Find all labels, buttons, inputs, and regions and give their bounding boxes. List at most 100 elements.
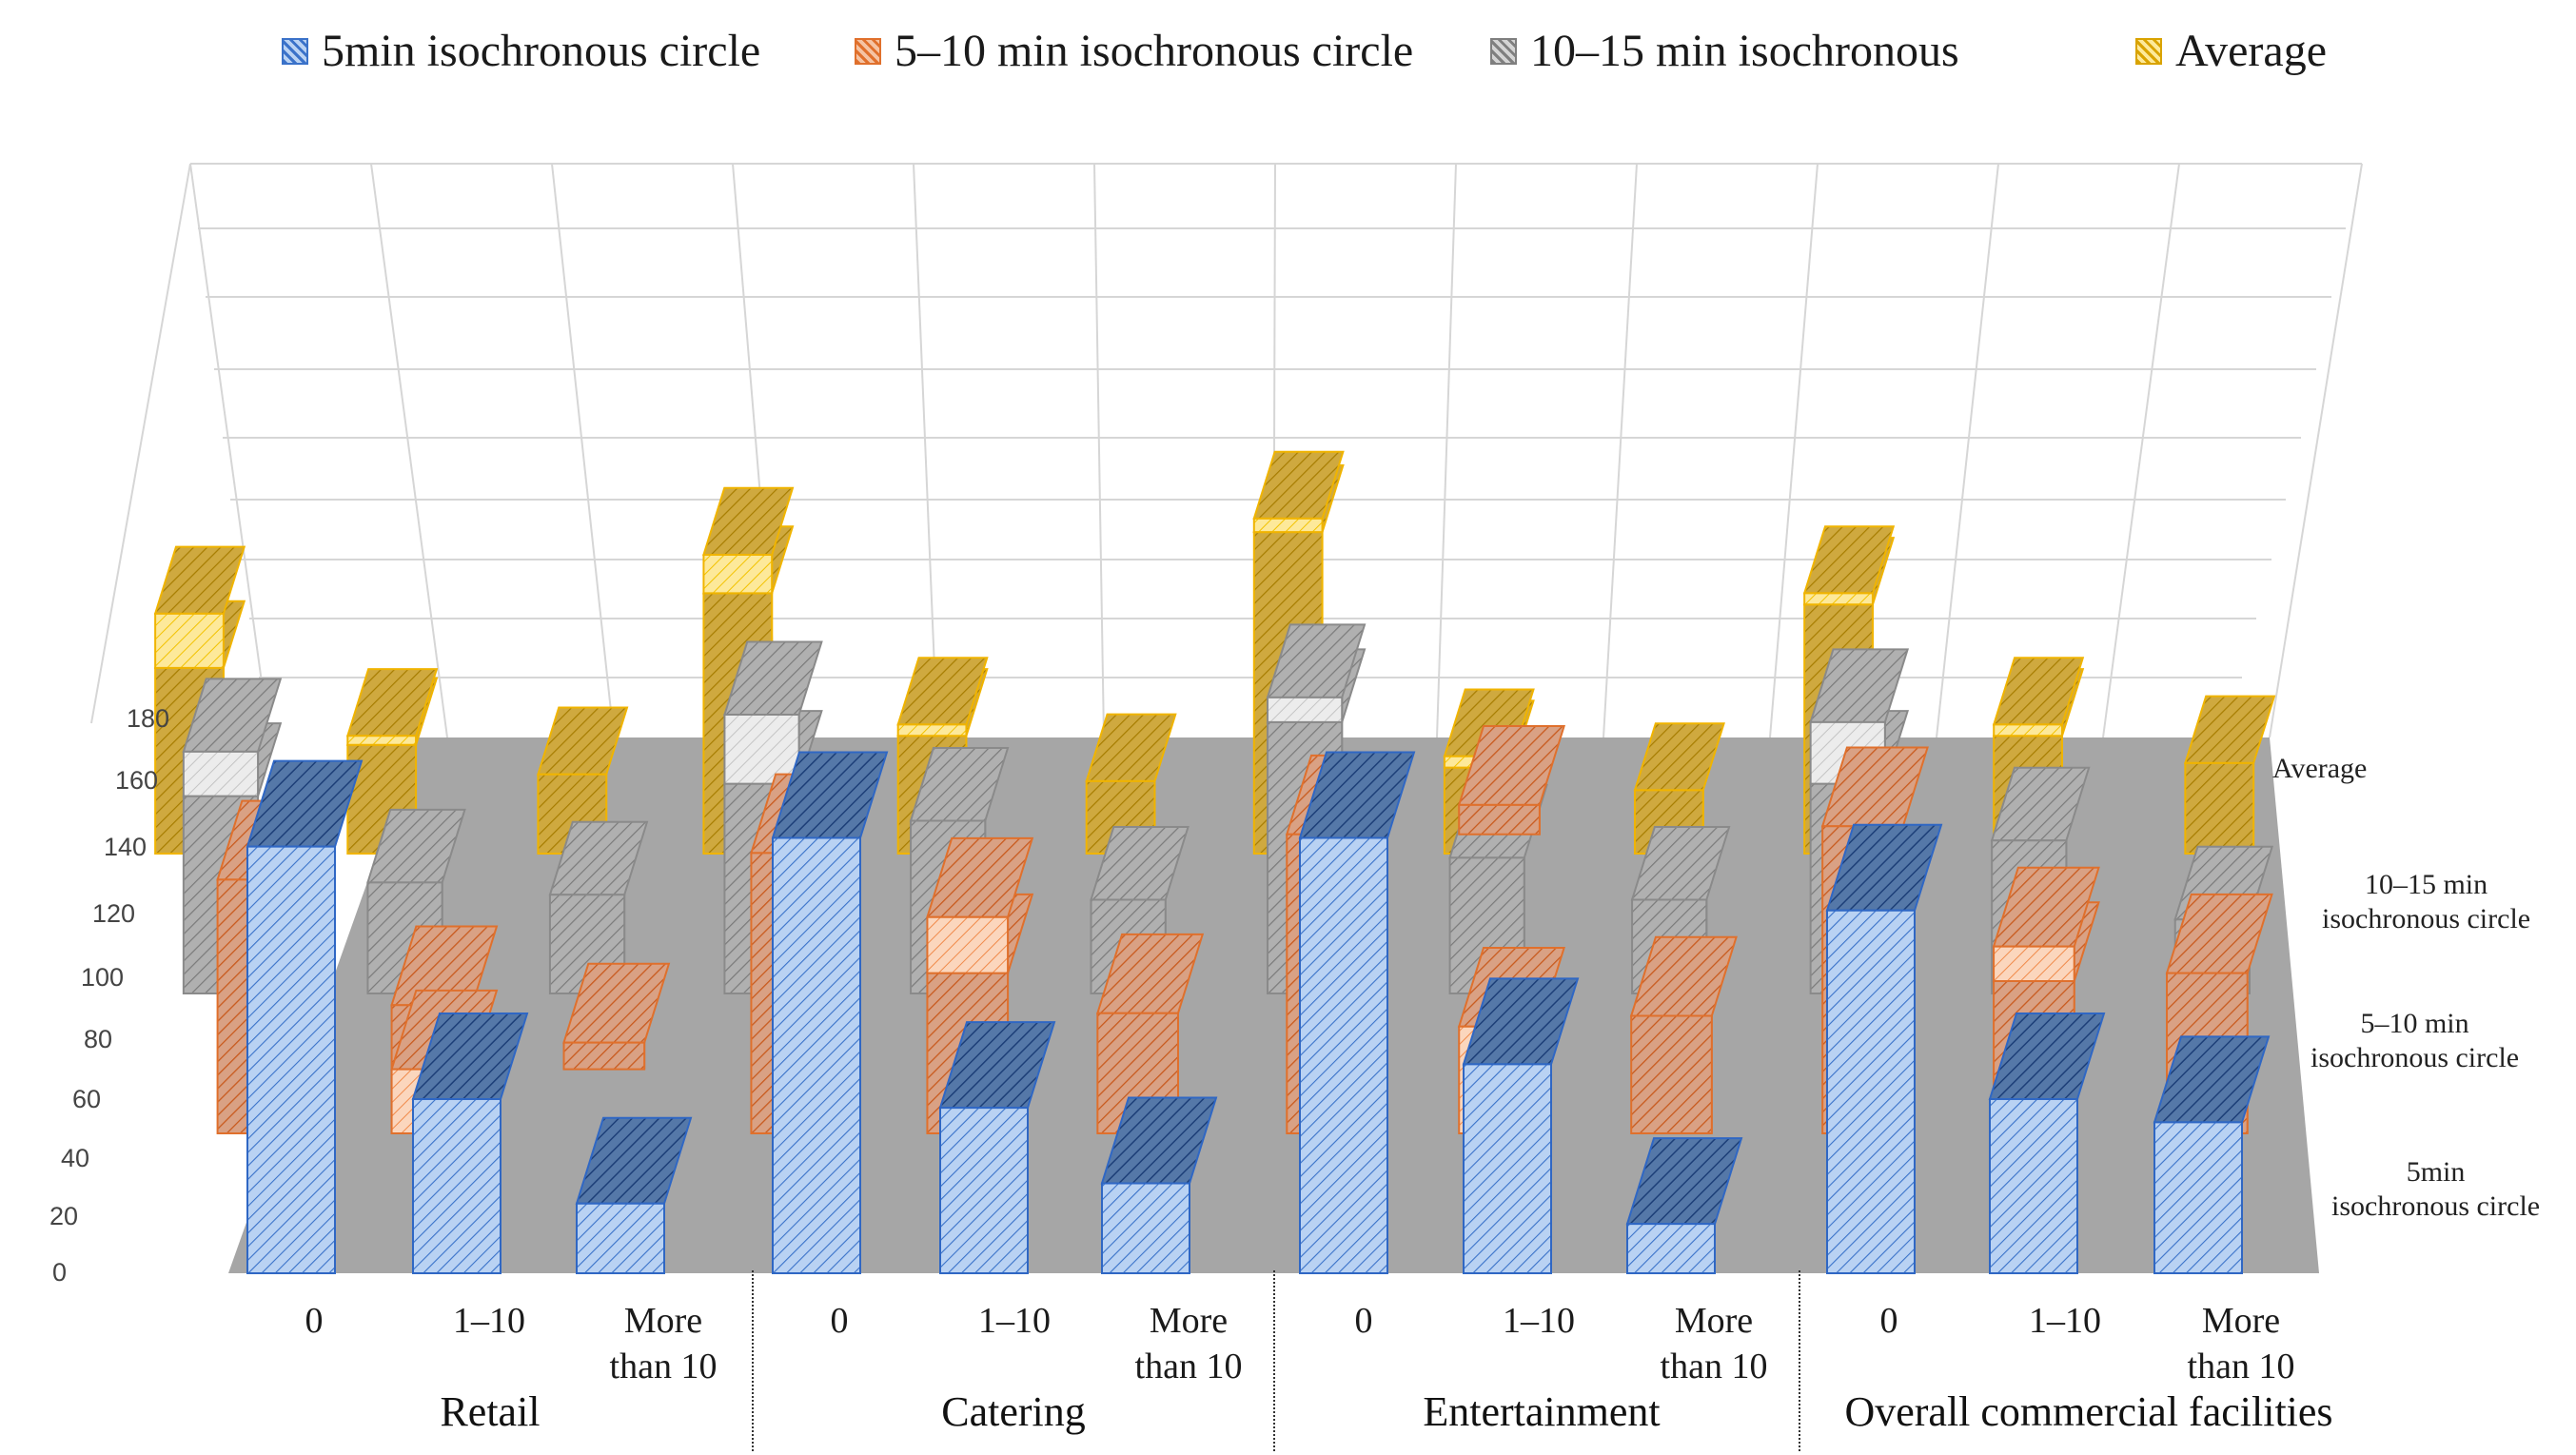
category-label-line: More xyxy=(1674,1301,1754,1341)
grid-line xyxy=(1436,163,1457,738)
bar-front-face xyxy=(1803,592,1874,606)
bar-segment-entertainment-1-2 xyxy=(1629,935,1738,1134)
category-label: 1–10 xyxy=(1503,1301,1575,1341)
bar-segment-overall-commercial-facilities-3-1 xyxy=(1992,657,2085,737)
bar-front-face xyxy=(1989,1098,2078,1274)
category-label: 0 xyxy=(1879,1301,1898,1341)
y-tick-label: 180 xyxy=(126,704,169,733)
bar-segment-entertainment-0-2 xyxy=(1625,1137,1743,1274)
group-label-entertainment: Entertainment xyxy=(1423,1388,1661,1435)
grid-line xyxy=(1603,163,1638,738)
category-label-line: than 10 xyxy=(1134,1347,1243,1386)
bar-segment-retail-2-2 xyxy=(548,820,649,994)
legend-item-5min: 5min isochronous circle xyxy=(282,25,760,77)
group-label-retail: Retail xyxy=(440,1388,541,1435)
bar-segment-entertainment-3-0 xyxy=(1252,450,1345,534)
grid-line xyxy=(189,163,270,738)
category-label: 1–10 xyxy=(2029,1301,2101,1341)
category-label: 1–10 xyxy=(978,1301,1051,1341)
category-label: 0 xyxy=(1354,1301,1373,1341)
bar-front-face xyxy=(412,1098,501,1274)
bar-front-face xyxy=(702,553,774,595)
bar-segment-retail-0-2 xyxy=(575,1116,693,1274)
bar-front-face xyxy=(182,750,260,797)
depth-axis-label-5-10: 5–10 min isochronous circle xyxy=(2311,1007,2519,1075)
bar-front-face xyxy=(1252,517,1324,534)
bar-segment-entertainment-0-1 xyxy=(1462,977,1580,1274)
bar-front-face xyxy=(2153,1121,2243,1274)
bar-front-face xyxy=(1299,836,1388,1274)
bar-segment-entertainment-1-1 xyxy=(1457,725,1565,836)
category-label: 0 xyxy=(830,1301,849,1341)
grid-line xyxy=(1936,163,1999,738)
bar-segment-catering-3-2 xyxy=(1085,713,1177,855)
depth-axis-text: isochronous circle xyxy=(2311,1042,2520,1073)
bar-front-face xyxy=(154,612,225,669)
depth-axis-text: 10–15 min xyxy=(2364,869,2488,900)
category-label: More than 10 xyxy=(2160,1298,2322,1389)
bar-front-face xyxy=(1630,1014,1713,1134)
back-wall-grid xyxy=(90,163,2363,738)
grid-line xyxy=(551,163,615,738)
bar-front-face xyxy=(1626,1223,1716,1274)
category-label-line: More xyxy=(623,1301,703,1341)
bar-segment-catering-3-1 xyxy=(896,657,989,737)
group-label-catering: Catering xyxy=(941,1388,1086,1435)
bar-front-face xyxy=(1993,945,2075,983)
category-label-line: than 10 xyxy=(609,1347,718,1386)
group-divider xyxy=(752,1270,754,1451)
bar-segment-overall-commercial-facilities-3-0 xyxy=(1802,525,1896,606)
bar-segment-catering-0-2 xyxy=(1100,1096,1218,1274)
grid-line xyxy=(1093,163,1105,738)
bar-segment-catering-0-1 xyxy=(938,1021,1056,1274)
bar-segment-catering-3-0 xyxy=(702,486,795,595)
bar-front-face xyxy=(939,1107,1029,1274)
bar-front-face xyxy=(896,723,968,737)
bar-segment-retail-2-0 xyxy=(182,678,283,797)
depth-axis-text: isochronous circle xyxy=(2322,903,2531,934)
y-tick-label: 80 xyxy=(83,1025,112,1053)
category-label-line: More xyxy=(1149,1301,1229,1341)
bar-segment-overall-commercial-facilities-1-1 xyxy=(1992,866,2100,983)
legend-label: 5–10 min isochronous circle xyxy=(895,26,1414,76)
grid-line xyxy=(1769,163,1819,738)
grid-line xyxy=(90,163,191,724)
y-tick-label: 40 xyxy=(60,1144,89,1172)
depth-axis-text: 5–10 min xyxy=(2360,1008,2469,1039)
legend-label: 5min isochronous circle xyxy=(322,26,761,76)
group-label-overall: Overall commercial facilities xyxy=(1844,1388,2333,1435)
category-label: More than 10 xyxy=(582,1298,744,1389)
bar-segment-retail-0-1 xyxy=(411,1013,529,1274)
bar-front-face xyxy=(1826,909,1916,1274)
legend-item-average: Average xyxy=(2135,25,2327,77)
bar-front-face xyxy=(1267,696,1344,723)
legend-swatch-orange xyxy=(855,37,881,65)
depth-axis-label-5min: 5min isochronous circle xyxy=(2331,1155,2540,1224)
y-tick-label: 0 xyxy=(51,1258,67,1287)
bar-segment-catering-2-0 xyxy=(723,640,823,785)
bar-segment-overall-commercial-facilities-0-1 xyxy=(1988,1013,2106,1274)
depth-axis-label-average: Average xyxy=(2272,752,2367,786)
depth-axis-text: isochronous circle xyxy=(2331,1190,2541,1222)
group-divider xyxy=(1799,1270,1800,1451)
bar-segment-catering-0-0 xyxy=(771,751,889,1274)
category-label: More than 10 xyxy=(1108,1298,1269,1389)
bar-front-face xyxy=(1458,803,1541,836)
legend-swatch-gray xyxy=(1490,37,1517,65)
legend-label: 10–15 min isochronous xyxy=(1530,26,1959,76)
bar-segment-retail-3-0 xyxy=(153,545,246,669)
bar-front-face xyxy=(926,915,1010,974)
bar-front-face xyxy=(2184,761,2255,855)
category-label-line: than 10 xyxy=(2187,1347,2295,1386)
bar-segment-entertainment-2-0 xyxy=(1266,623,1367,723)
legend-swatch-blue xyxy=(282,37,308,65)
bar-segment-overall-commercial-facilities-0-2 xyxy=(2153,1035,2271,1274)
y-tick-label: 20 xyxy=(49,1202,78,1230)
grid-line xyxy=(2102,163,2180,738)
grid-line xyxy=(370,163,448,738)
y-tick-label: 100 xyxy=(80,963,124,992)
y-tick-label: 140 xyxy=(103,833,147,861)
category-label: More than 10 xyxy=(1633,1298,1795,1389)
grid-line xyxy=(913,163,938,738)
